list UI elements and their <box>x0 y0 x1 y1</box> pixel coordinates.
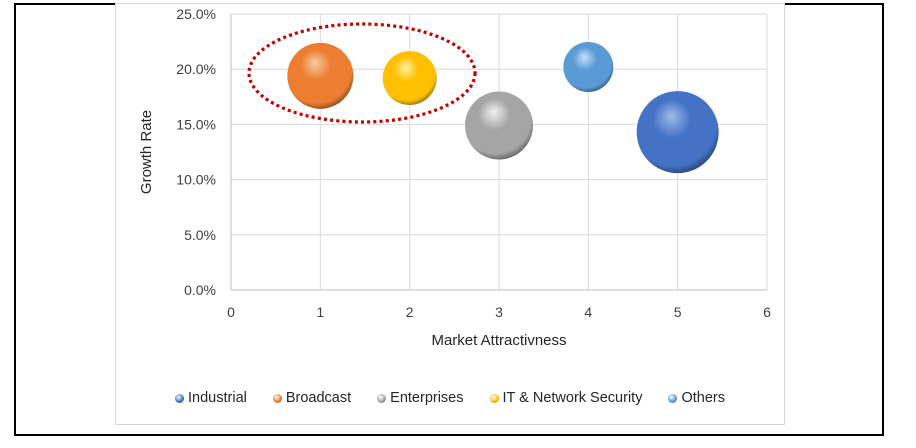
x-tick-label: 6 <box>763 304 771 320</box>
legend-swatch-icon <box>175 393 185 403</box>
bubbles <box>287 41 719 174</box>
legend-label: Others <box>681 390 725 406</box>
x-tick-label: 1 <box>316 304 324 320</box>
y-tick-label: 20.0% <box>176 61 216 77</box>
legend-swatch-icon <box>377 393 387 403</box>
chart-area <box>115 3 785 425</box>
legend-swatch-icon <box>489 393 499 403</box>
legend-label: Broadcast <box>285 390 352 406</box>
x-tick-label: 5 <box>674 304 682 320</box>
x-axis-title: Market Attractivness <box>431 332 566 349</box>
y-tick-label: 0.0% <box>184 282 216 298</box>
y-tick-label: 15.0% <box>176 116 216 132</box>
legend-item-it-network-security[interactable]: IT & Network Security <box>489 390 643 406</box>
highlight-ellipse <box>247 22 477 124</box>
legend-label: Industrial <box>188 390 247 406</box>
x-tick-label: 4 <box>584 304 592 320</box>
legend-item-industrial[interactable]: Industrial <box>175 390 247 406</box>
legend-label: Enterprises <box>390 390 464 406</box>
bubble-others[interactable] <box>563 41 614 92</box>
x-tick-label: 0 <box>227 304 235 320</box>
x-axis-ticks: 0 1 2 3 4 5 6 <box>227 304 771 320</box>
x-tick-label: 3 <box>495 304 503 320</box>
legend-swatch-icon <box>272 393 282 403</box>
y-axis-title: Growth Rate <box>138 110 155 194</box>
x-tick-label: 2 <box>406 304 414 320</box>
legend: Industrial Broadcast Enterprises IT & Netwo… <box>115 386 785 410</box>
legend-item-others[interactable]: Others <box>668 390 725 406</box>
y-axis-ticks: 0.0% 5.0% 10.0% 15.0% 20.0% 25.0% <box>176 6 216 298</box>
bubble-industrial[interactable] <box>636 91 719 174</box>
y-tick-label: 5.0% <box>184 227 216 243</box>
bubble-it-network-security[interactable] <box>382 51 437 106</box>
legend-swatch-icon <box>668 393 678 403</box>
bubble-broadcast[interactable] <box>287 42 354 109</box>
legend-item-broadcast[interactable]: Broadcast <box>272 390 352 406</box>
legend-label: IT & Network Security <box>502 390 643 406</box>
legend-item-enterprises[interactable]: Enterprises <box>377 390 464 406</box>
y-tick-label: 10.0% <box>176 172 216 188</box>
bubble-enterprises[interactable] <box>465 91 533 160</box>
y-tick-label: 25.0% <box>176 6 216 22</box>
